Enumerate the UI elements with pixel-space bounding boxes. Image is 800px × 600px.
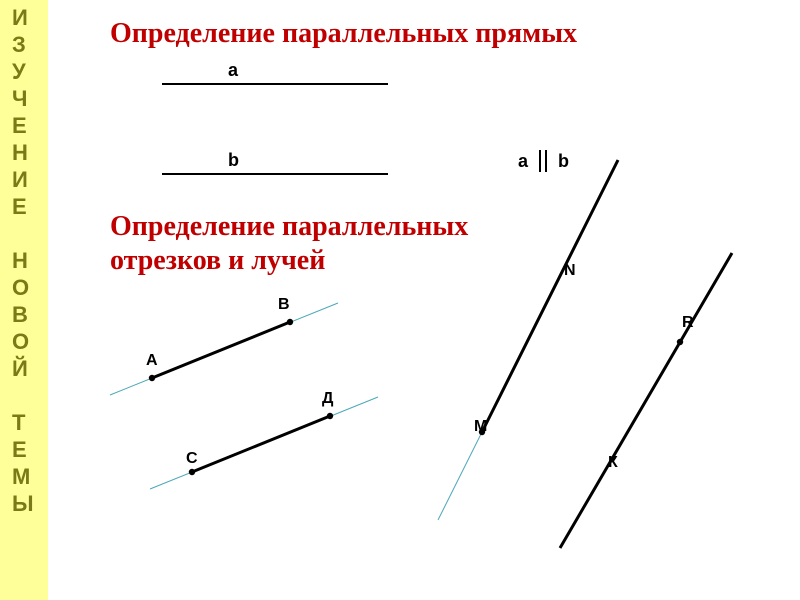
point-label-A: А	[146, 352, 158, 370]
sidebar-letter: Т	[0, 409, 48, 436]
heading-parallel-segments-rays: Определение параллельных отрезков и луче…	[110, 210, 468, 278]
sidebar-letter: У	[0, 58, 48, 85]
heading-parallel-lines: Определение параллельных прямых	[110, 18, 577, 50]
sidebar-letter: О	[0, 328, 48, 355]
sidebar-letter	[0, 220, 48, 247]
sidebar-letter: Е	[0, 193, 48, 220]
sidebar-letter: Е	[0, 112, 48, 139]
notation-a: a	[518, 151, 528, 172]
point-label-M: М	[474, 418, 487, 436]
point-label-C: С	[186, 450, 198, 468]
sidebar-letter: О	[0, 274, 48, 301]
parallel-symbol-icon	[538, 150, 548, 172]
heading-line-b: отрезков и лучей	[110, 245, 325, 276]
diagram-canvas	[0, 0, 800, 600]
sidebar-letter: И	[0, 166, 48, 193]
sidebar-letter: Ы	[0, 490, 48, 517]
sidebar-letter: Н	[0, 247, 48, 274]
sidebar-letter: Е	[0, 436, 48, 463]
point-label-R: R	[682, 314, 694, 332]
point-label-N: N	[564, 262, 576, 280]
sidebar-letter: Н	[0, 139, 48, 166]
point-label-D: Д	[322, 390, 333, 408]
notation-b: b	[558, 151, 569, 172]
point-label-B: В	[278, 296, 290, 314]
sidebar-letter: Й	[0, 355, 48, 382]
sidebar-letter: З	[0, 31, 48, 58]
label-line-b: b	[228, 150, 239, 171]
point-label-K: К	[608, 454, 618, 472]
sidebar: ИЗУЧЕНИЕНОВОЙТЕМЫ	[0, 0, 48, 600]
label-line-a: a	[228, 60, 238, 81]
heading-line-a: Определение параллельных	[110, 211, 468, 242]
sidebar-letter: И	[0, 4, 48, 31]
parallel-notation: a b	[518, 150, 569, 172]
sidebar-letter	[0, 382, 48, 409]
sidebar-letter: В	[0, 301, 48, 328]
sidebar-letter: Ч	[0, 85, 48, 112]
sidebar-letter: М	[0, 463, 48, 490]
